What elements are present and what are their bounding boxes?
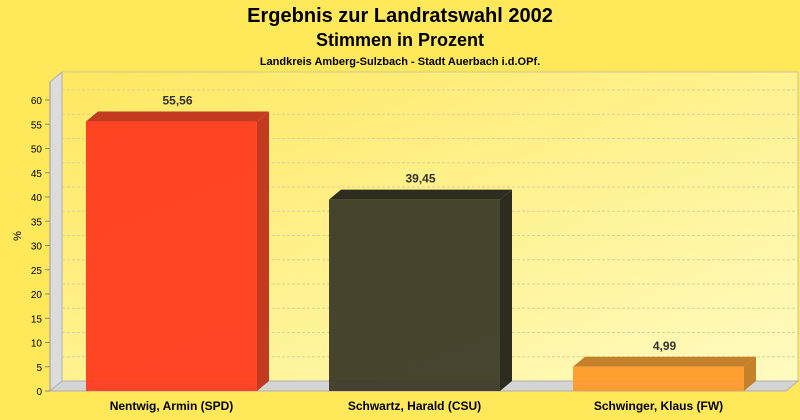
x-tick-label: Nentwig, Armin (SPD) (110, 399, 234, 413)
x-tick-label: Schwinger, Klaus (FW) (594, 399, 723, 413)
chart-subtitle: Stimmen in Prozent (316, 30, 484, 50)
y-tick-label: 25 (31, 266, 43, 277)
y-tick-label: 15 (31, 314, 43, 325)
y-tick-label: 10 (31, 339, 43, 350)
bar-top (329, 189, 512, 200)
y-tick-label: 5 (36, 363, 42, 374)
y-tick-label: 55 (31, 120, 43, 131)
data-label: 4,99 (653, 339, 677, 353)
y-tick-label: 30 (31, 242, 43, 253)
bar (329, 199, 500, 391)
y-axis-label: % (12, 231, 24, 241)
chart-caption: Landkreis Amberg-Sulzbach - Stadt Auerba… (260, 56, 540, 68)
bar-side (744, 356, 756, 391)
y-tick-label: 60 (31, 96, 43, 107)
y-tick-label: 0 (36, 387, 42, 398)
bar-top (573, 356, 756, 367)
bar (86, 121, 257, 391)
y-tick-label: 50 (31, 145, 43, 156)
y-tick-label: 40 (31, 193, 43, 204)
data-label: 39,45 (405, 172, 435, 186)
side-wall (49, 70, 63, 393)
y-tick-label: 20 (31, 290, 43, 301)
bar (573, 366, 744, 391)
x-tick-label: Schwartz, Harald (CSU) (348, 399, 481, 413)
bar-side (500, 189, 512, 391)
chart-title: Ergebnis zur Landratswahl 2002 (247, 5, 553, 27)
bar-top (86, 111, 269, 122)
y-tick-label: 35 (31, 217, 43, 228)
data-label: 55,56 (162, 94, 192, 108)
bar-side (257, 111, 269, 391)
y-tick-label: 45 (31, 169, 43, 180)
